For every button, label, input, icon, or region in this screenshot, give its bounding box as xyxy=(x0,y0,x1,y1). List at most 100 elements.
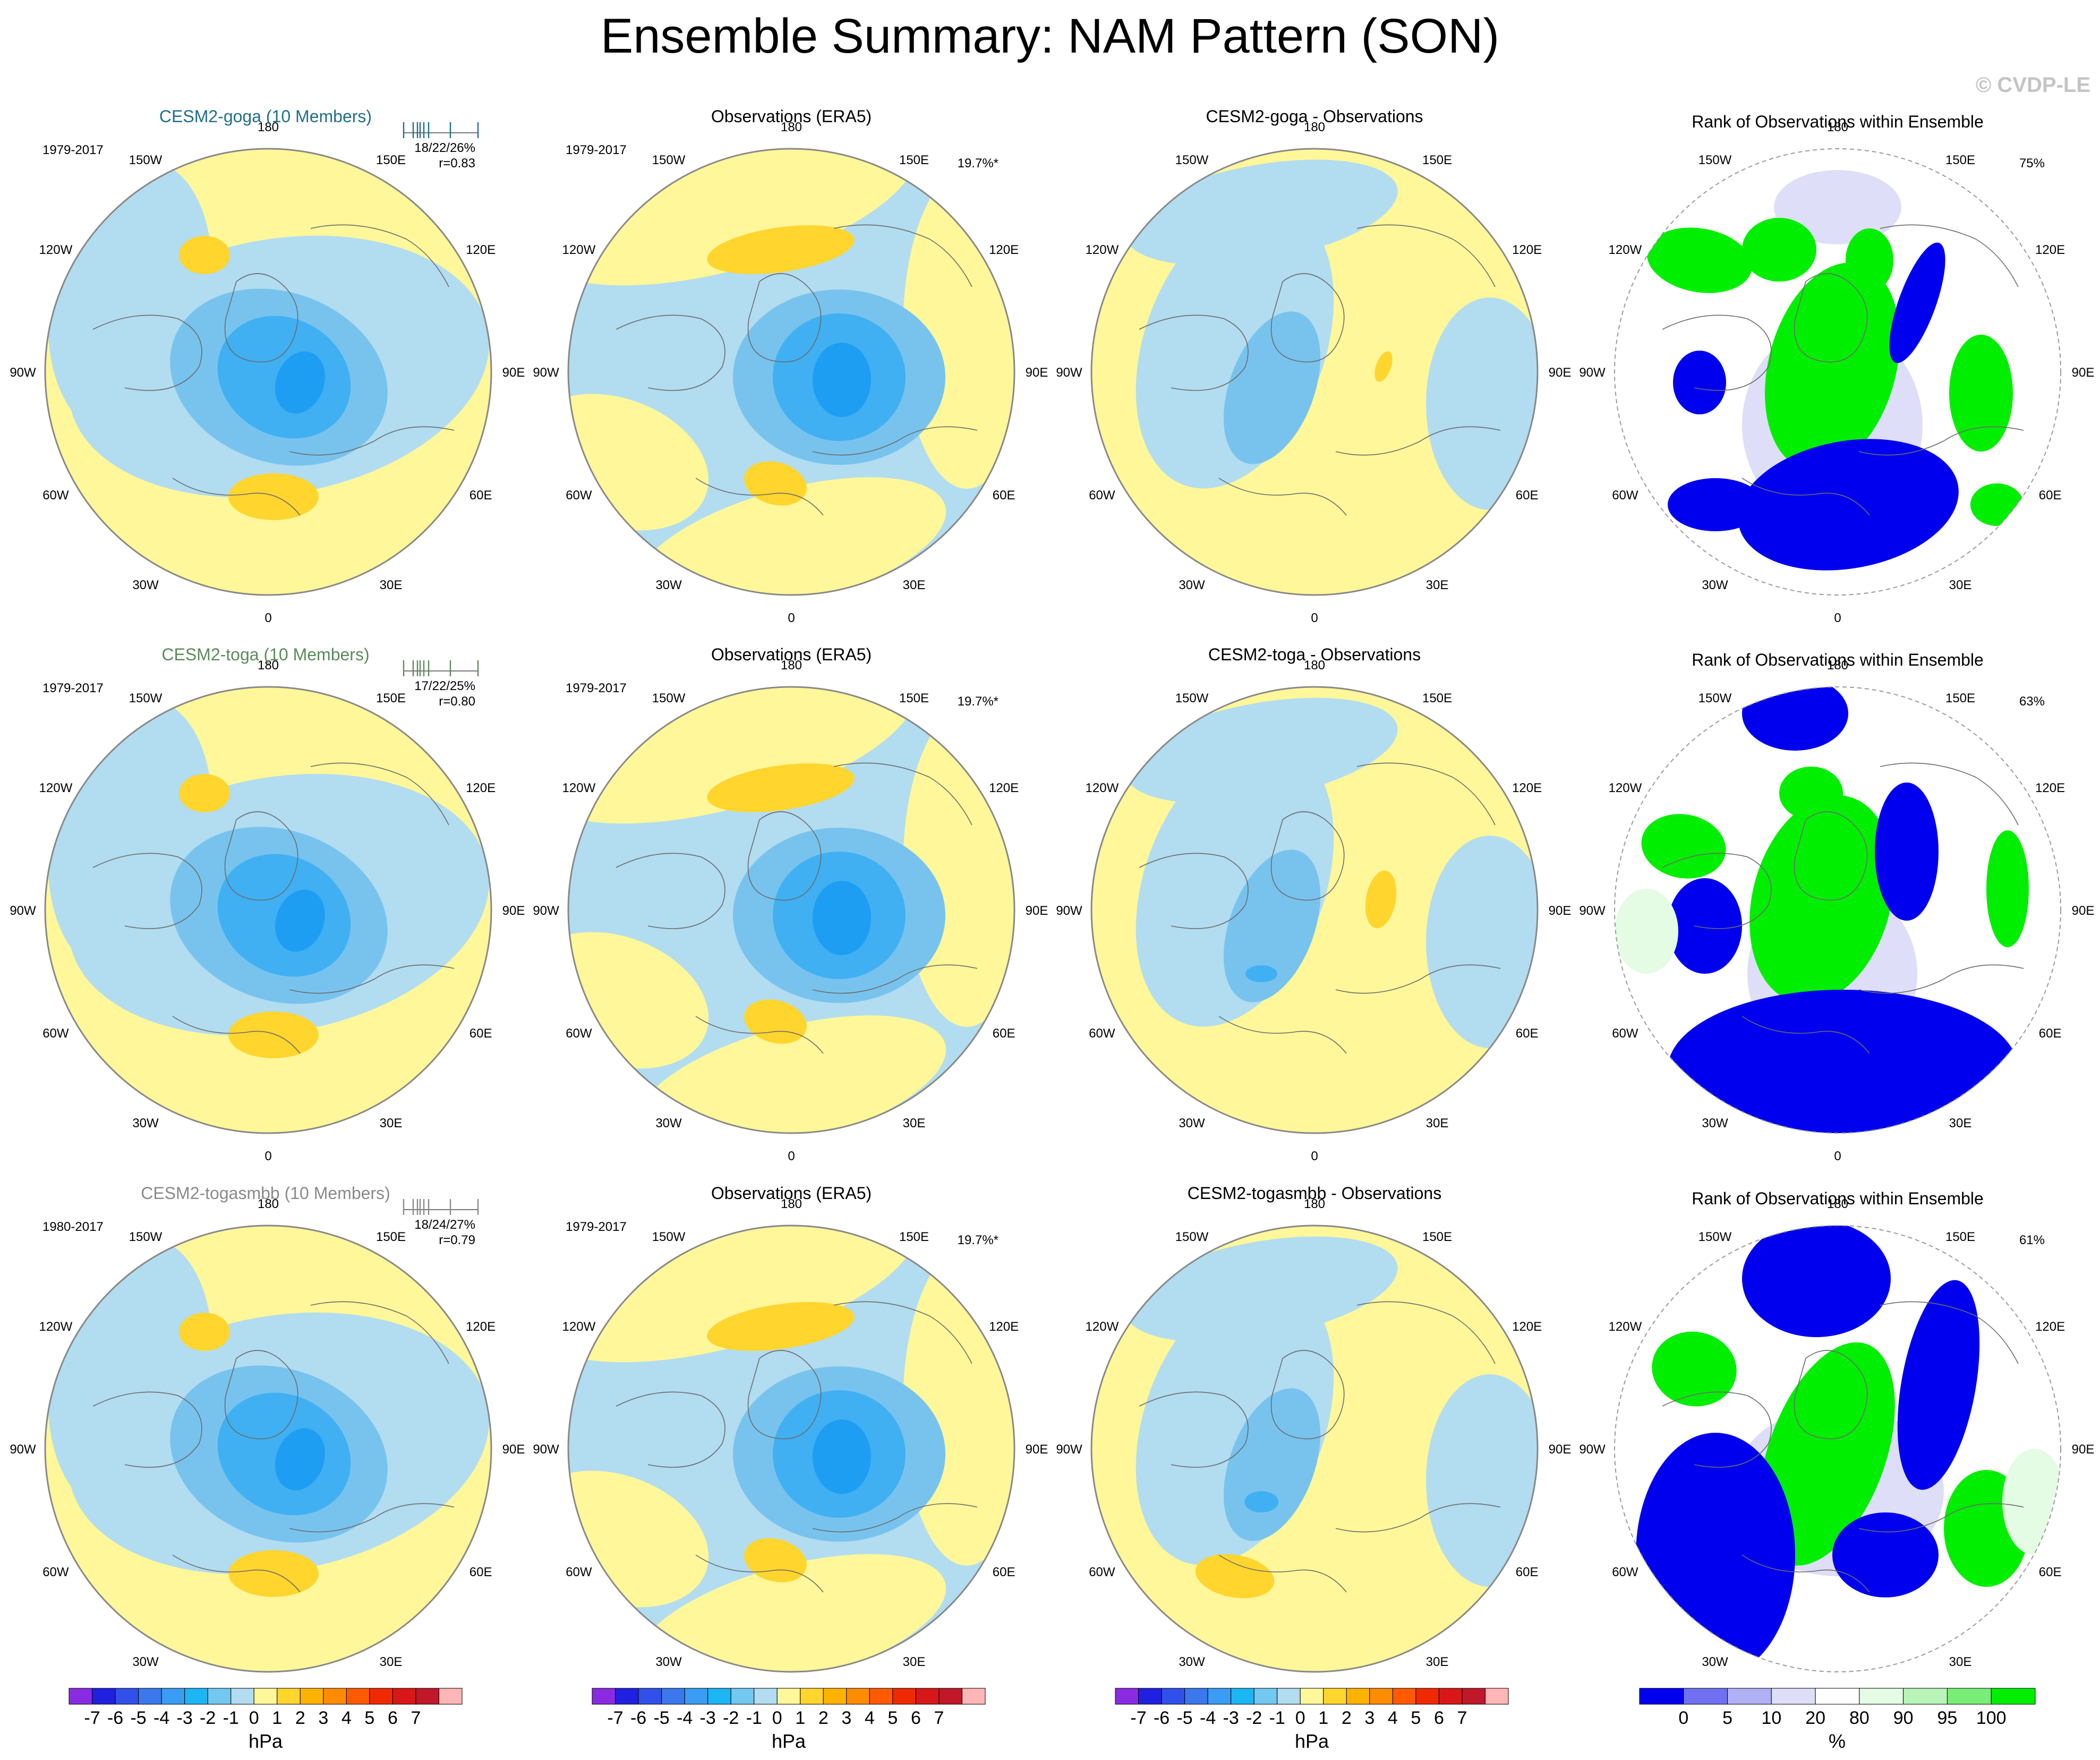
longitude-label: 90W xyxy=(10,904,36,918)
coastline xyxy=(1880,1301,2019,1364)
longitude-label: 120E xyxy=(989,243,1019,257)
coastline xyxy=(1794,273,1868,363)
rank-high-region xyxy=(1759,1342,1895,1566)
colorbar-tick-label: 3 xyxy=(841,1708,851,1728)
coastline xyxy=(92,314,202,391)
rank-high-region xyxy=(1652,1331,1737,1407)
coastline xyxy=(1880,224,2019,287)
map-boundary-circle xyxy=(567,148,1015,596)
colorbar-tick-label: 4 xyxy=(865,1708,875,1728)
coastline xyxy=(833,1301,972,1364)
coastline xyxy=(289,426,455,456)
negative-anomaly-region xyxy=(1426,836,1538,1048)
longitude-label: 90E xyxy=(502,365,525,380)
longitude-label: 30W xyxy=(132,1655,159,1669)
colorbar-swatch xyxy=(1484,1688,1509,1705)
colorbar-swatch xyxy=(1346,1688,1370,1705)
longitude-label: 180 xyxy=(1304,1197,1325,1211)
pc-variance-pct: 19.7%* xyxy=(958,1233,998,1247)
longitude-label: 60E xyxy=(469,1026,492,1041)
longitude-label: 30E xyxy=(380,1116,403,1130)
colorbar-rank: 0 5 10 20 80 90 95 100% xyxy=(1639,1688,2036,1752)
coastline xyxy=(1794,1350,1868,1440)
model-title: CESM2-togasmbb (10 Members) xyxy=(141,1184,390,1203)
colorbar-unit: hPa xyxy=(1295,1730,1329,1752)
map-boundary-circle xyxy=(1614,686,2061,1134)
difference-title: CESM2-togasmbb - Observations xyxy=(1188,1184,1441,1203)
figure-title: Ensemble Summary: NAM Pattern (SON) xyxy=(600,9,1500,63)
negative-anomaly-contour-3 xyxy=(1244,1491,1278,1512)
coastline xyxy=(695,1554,824,1593)
longitude-label: 30W xyxy=(655,1116,682,1130)
longitude-label: 120E xyxy=(2035,1320,2065,1334)
colorbar-tick-label: 0 xyxy=(1295,1708,1305,1728)
coastline xyxy=(224,811,298,901)
coastline xyxy=(1139,314,1249,391)
colorbar-tick-label: 1 xyxy=(1318,1708,1328,1728)
colorbar-swatch xyxy=(1253,1688,1278,1705)
colorbar-swatch xyxy=(253,1688,278,1705)
longitude-label: 150E xyxy=(1422,1230,1452,1244)
longitude-label: 120W xyxy=(1609,243,1642,257)
coastline xyxy=(310,224,449,287)
negative-anomaly-region xyxy=(1125,698,1398,804)
coastline xyxy=(812,1503,978,1533)
obs-title: Observations (ERA5) xyxy=(711,107,872,126)
rank-title: Rank of Observations within Ensemble xyxy=(1692,112,1984,131)
period-label: 1979-2017 xyxy=(566,143,627,157)
map-boundary-circle xyxy=(1090,686,1539,1134)
longitude-label: 60W xyxy=(1612,1026,1638,1041)
longitude-label: 30W xyxy=(1179,1116,1205,1130)
longitude-label: 90E xyxy=(502,904,525,918)
longitude-label: 120E xyxy=(1512,243,1542,257)
rank-low-region xyxy=(1875,783,1939,921)
colorbar-swatch xyxy=(800,1688,824,1705)
colorbar-swatch xyxy=(277,1688,301,1705)
longitude-label: 30E xyxy=(1426,1116,1449,1130)
coastline xyxy=(92,1391,202,1468)
rank-high-region xyxy=(1641,814,1726,879)
colorbar-swatch xyxy=(1415,1688,1439,1705)
colorbar-swatch xyxy=(1184,1688,1208,1705)
longitude-label: 90W xyxy=(1056,904,1082,918)
coastline xyxy=(616,314,725,391)
longitude-label: 90E xyxy=(2072,365,2095,380)
rank-lowmid-region xyxy=(1774,170,1901,244)
colorbar-tick-label: -3 xyxy=(700,1708,716,1728)
longitude-label: 90E xyxy=(502,1442,525,1457)
longitude-label: 180 xyxy=(781,658,802,673)
rank-high-region xyxy=(1765,262,1900,471)
longitude-label: 90W xyxy=(1579,365,1606,380)
longitude-label: 90E xyxy=(1549,365,1572,380)
pc-variance-pct: 19.7%* xyxy=(958,694,998,709)
coastline xyxy=(224,273,298,363)
map-panel xyxy=(1615,687,2061,1133)
colorbar-unit: hPa xyxy=(249,1730,283,1752)
longitude-label: 30E xyxy=(903,578,926,592)
pc-variance-stats: 18/22/26% xyxy=(414,141,475,155)
longitude-label: 30W xyxy=(1179,578,1205,592)
coastline xyxy=(289,964,455,994)
longitude-label: 180 xyxy=(258,658,279,673)
longitude-label: 60W xyxy=(42,1565,69,1579)
longitude-label: 60E xyxy=(993,1565,1015,1579)
colorbar-tick-label: 6 xyxy=(911,1708,921,1728)
coastline xyxy=(1858,964,2024,994)
coastline xyxy=(289,1503,455,1533)
longitude-label: 0 xyxy=(264,1149,271,1163)
positive-anomaly-contour xyxy=(1375,351,1393,382)
longitude-label: 90W xyxy=(533,1442,559,1457)
colorbar-swatch xyxy=(300,1688,324,1705)
longitude-label: 120E xyxy=(989,781,1019,795)
longitude-label: 90W xyxy=(533,365,559,380)
colorbar-swatch xyxy=(661,1688,685,1705)
colorbar-swatch xyxy=(1207,1688,1232,1705)
coastline xyxy=(1335,426,1501,456)
positive-anomaly-contour xyxy=(1365,870,1397,929)
colorbar-tick-label: 80 xyxy=(1849,1708,1869,1728)
map-panel xyxy=(1615,1226,2061,1672)
colorbar-swatch xyxy=(1277,1688,1301,1705)
longitude-label: 60E xyxy=(2039,1565,2062,1579)
positive-anomaly-contour xyxy=(707,225,855,274)
longitude-label: 0 xyxy=(1834,1149,1841,1163)
